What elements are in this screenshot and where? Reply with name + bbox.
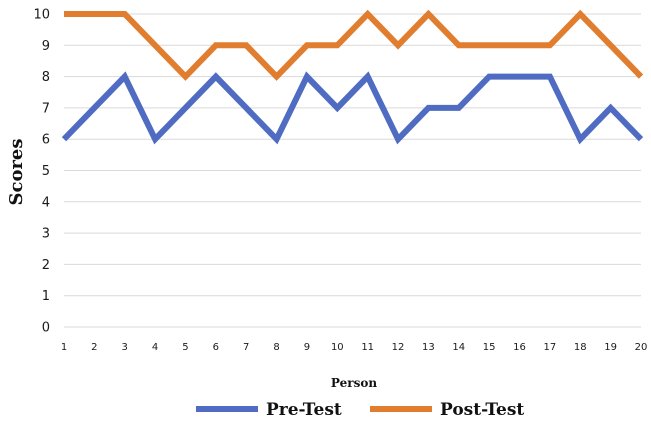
x-tick-label: 18 <box>574 342 587 353</box>
y-tick-label: 4 <box>42 195 50 210</box>
y-tick-label: 9 <box>42 39 50 54</box>
y-tick-label: 10 <box>33 8 50 23</box>
y-tick-label: 7 <box>42 101 50 116</box>
x-tick-label: 19 <box>604 342 617 353</box>
gridlines <box>64 13 641 328</box>
y-tick-label: 5 <box>42 164 50 179</box>
series-line-pre-test <box>61 71 644 145</box>
x-tick-label: 7 <box>243 342 249 353</box>
y-tick-label: 3 <box>42 227 50 242</box>
x-tick-label: 16 <box>513 342 526 353</box>
x-tick-label: 13 <box>422 342 435 353</box>
y-tick-label: 2 <box>42 258 50 273</box>
x-tick-label: 8 <box>273 342 279 353</box>
x-tick-label: 15 <box>483 342 496 353</box>
x-tick-label: 5 <box>182 342 188 353</box>
x-tick-label: 2 <box>91 342 97 353</box>
x-tick-label: 6 <box>213 342 219 353</box>
y-tick-label: 0 <box>42 321 50 336</box>
legend: Pre-Test Post-Test <box>196 400 524 420</box>
x-tick-label: 11 <box>361 342 374 353</box>
x-tick-label: 3 <box>122 342 128 353</box>
x-tick-label: 4 <box>152 342 158 353</box>
x-tick-label: 20 <box>635 342 648 353</box>
legend-label-post-test: Post-Test <box>440 400 524 420</box>
y-tick-label: 6 <box>42 133 50 148</box>
y-tick-label: 8 <box>42 70 50 85</box>
y-axis-label: Scores <box>6 138 27 205</box>
x-axis-label: Person <box>331 376 377 390</box>
x-tick-label: 1 <box>61 342 67 353</box>
legend-label-pre-test: Pre-Test <box>266 400 342 420</box>
y-axis-ticks: 0 1 2 3 4 5 6 7 8 9 10 <box>33 8 50 336</box>
x-tick-label: 10 <box>331 342 344 353</box>
x-tick-label: 17 <box>544 342 557 353</box>
series-lines <box>61 9 644 145</box>
x-axis-ticks: 1 2 3 4 5 6 7 8 9 10 11 12 13 14 15 16 17 18 19 20 <box>61 342 648 353</box>
y-tick-label: 1 <box>42 289 50 304</box>
x-tick-label: 12 <box>392 342 405 353</box>
series-line-post-test <box>64 9 644 81</box>
x-tick-label: 9 <box>304 342 310 353</box>
x-tick-label: 14 <box>452 342 465 353</box>
